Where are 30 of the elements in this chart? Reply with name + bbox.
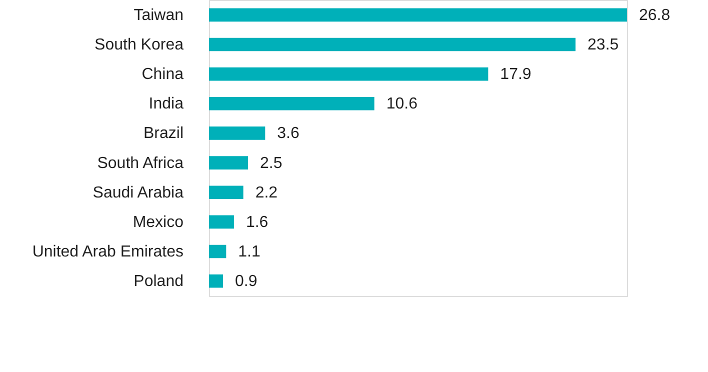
data-label: 26.8 <box>639 6 670 24</box>
data-label: 2.2 <box>255 184 278 202</box>
y-tick-label: Saudi Arabia <box>92 184 184 202</box>
y-tick-label: Brazil <box>143 125 184 142</box>
data-label: 2.5 <box>260 154 282 172</box>
data-label: 23.5 <box>588 36 619 54</box>
data-label: 0.9 <box>235 273 258 290</box>
bar <box>209 96 374 110</box>
bar <box>209 274 224 288</box>
bar <box>209 67 488 81</box>
y-tick-label: China <box>142 66 184 84</box>
bar <box>209 186 244 200</box>
data-label: 10.6 <box>386 96 418 113</box>
bar <box>209 215 234 229</box>
data-label: 1.1 <box>238 243 260 260</box>
data-label: 17.9 <box>500 66 532 84</box>
y-tick-label: India <box>148 96 184 113</box>
bar <box>209 38 576 52</box>
data-label: 1.6 <box>246 214 268 231</box>
y-tick-label: South Korea <box>94 36 184 54</box>
y-tick-label: Mexico <box>132 214 184 231</box>
bar <box>209 8 627 22</box>
bar <box>209 126 266 140</box>
bar <box>209 156 248 170</box>
y-tick-label: Taiwan <box>134 6 184 24</box>
y-tick-label: Poland <box>134 273 184 290</box>
bar <box>209 244 226 258</box>
data-label: 3.6 <box>277 125 300 142</box>
y-tick-label: South Africa <box>97 154 184 172</box>
y-tick-label: United Arab Emirates <box>32 243 184 260</box>
